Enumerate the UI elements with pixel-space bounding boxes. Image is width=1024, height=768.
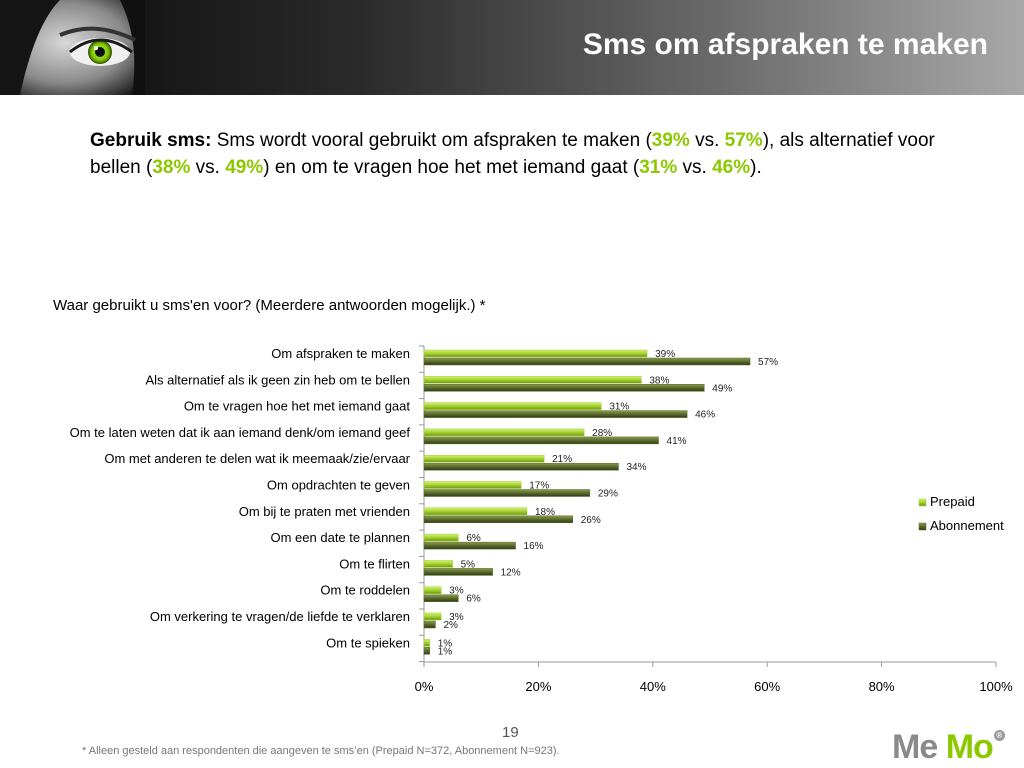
intro-text: vs. — [677, 157, 713, 178]
data-label: 3% — [449, 586, 464, 597]
bar-prepaid — [423, 349, 648, 358]
data-label: 17% — [529, 481, 549, 492]
bar-prepaid — [423, 560, 453, 568]
data-label: 26% — [581, 515, 601, 526]
footnote: * Alleen gesteld aan respondenten die aa… — [82, 745, 560, 757]
bar-abonnement — [423, 357, 751, 366]
data-label: 6% — [466, 533, 481, 544]
x-tick-label: 0% — [415, 679, 434, 694]
memo-logo: Me Mo ® — [892, 728, 1005, 767]
x-tick-label: 40% — [640, 679, 666, 694]
slide-number: 19 — [502, 724, 519, 741]
legend-swatch — [918, 498, 927, 507]
data-label: 49% — [712, 383, 732, 394]
bar-prepaid — [423, 376, 642, 384]
data-label: 57% — [758, 357, 778, 368]
bar-prepaid — [423, 428, 585, 437]
intro-highlight: 49% — [225, 157, 264, 178]
category-label: Om opdrachten te geven — [267, 478, 410, 493]
intro-text: Sms wordt vooral gebruikt om afspraken t… — [211, 130, 652, 151]
logo-me: Me — [892, 728, 938, 766]
intro-highlight: 39% — [651, 130, 690, 151]
data-label: 31% — [609, 402, 629, 413]
intro-paragraph: Gebruik sms: Sms wordt vooral gebruikt o… — [90, 127, 970, 181]
logo-mo: Mo — [945, 728, 994, 766]
bar-abonnement — [423, 462, 619, 471]
bar-prepaid — [423, 402, 602, 410]
legend-label: Abonnement — [930, 518, 1004, 533]
intro-text: vs. — [190, 157, 226, 178]
data-label: 46% — [695, 410, 715, 421]
bar-abonnement — [423, 515, 573, 524]
data-label: 39% — [655, 349, 675, 360]
category-label: Als alternatief als ik geen zin heb om t… — [146, 372, 411, 387]
bar-prepaid — [423, 639, 430, 647]
category-label: Om te roddelen — [320, 583, 410, 598]
bar-abonnement — [423, 436, 659, 445]
intro-highlight: 46% — [712, 157, 751, 178]
intro-lead: Gebruik sms: — [90, 130, 212, 151]
category-label: Om te flirten — [339, 556, 410, 571]
category-label: Om te laten weten dat ik aan iemand denk… — [70, 425, 411, 440]
data-label: 1% — [438, 638, 453, 649]
data-label: 21% — [552, 454, 572, 465]
header-banner: Sms om afspraken te maken — [0, 0, 1024, 95]
data-label: 12% — [501, 567, 521, 578]
x-tick-label: 20% — [525, 679, 551, 694]
category-label: Om een date te plannen — [271, 530, 411, 545]
data-label: 5% — [461, 559, 476, 570]
data-label: 16% — [524, 541, 544, 552]
bar-abonnement — [423, 568, 493, 576]
category-label: Om met anderen te delen wat ik meemaak/z… — [104, 451, 410, 466]
data-label: 28% — [592, 428, 612, 439]
data-label: 41% — [667, 436, 687, 447]
bar-prepaid — [423, 612, 442, 621]
category-label: Om bij te praten met vrienden — [239, 504, 410, 519]
intro-text: ), als alternatief voor bellen ( — [90, 130, 935, 178]
bar-abonnement — [423, 620, 436, 629]
intro-text: ). — [750, 157, 762, 178]
bar-abonnement — [423, 384, 705, 392]
bar-abonnement — [423, 489, 591, 497]
data-label: 18% — [535, 507, 555, 518]
bar-abonnement — [423, 410, 688, 418]
data-label: 34% — [626, 462, 646, 473]
category-label: Om te spieken — [326, 635, 410, 650]
intro-text: ) en om te vragen hoe het met iemand gaa… — [263, 157, 640, 178]
intro-highlight: 38% — [152, 157, 191, 178]
data-label: 6% — [466, 594, 481, 605]
data-label: 29% — [598, 489, 618, 500]
registered-icon: ® — [993, 730, 1005, 741]
legend-label: Prepaid — [930, 494, 975, 509]
bar-abonnement — [423, 541, 516, 550]
data-label: 3% — [449, 612, 464, 623]
data-label: 2% — [443, 620, 458, 631]
bar-abonnement — [423, 594, 459, 602]
legend-swatch — [918, 522, 927, 531]
intro-highlight: 57% — [724, 130, 763, 151]
category-label: Om verkering te vragen/de liefde te verk… — [150, 609, 410, 624]
intro-highlight: 31% — [639, 157, 678, 178]
bar-abonnement — [423, 647, 430, 655]
bar-chart: 0% 20% 40% 60% 80% 100% Om afspraken te maken 3… — [70, 345, 1013, 694]
data-label: 1% — [438, 646, 453, 657]
chart-title: Waar gebruikt u sms'en voor? (Meerdere a… — [53, 297, 486, 314]
x-tick-label: 100% — [979, 679, 1013, 694]
x-tick-label: 80% — [869, 679, 895, 694]
x-tick-label: 60% — [754, 679, 780, 694]
category-label: Om te vragen hoe het met iemand gaat — [184, 399, 411, 414]
category-label: Om afspraken te maken — [271, 346, 410, 361]
bar-prepaid — [423, 481, 522, 489]
bar-prepaid — [423, 586, 442, 594]
intro-text: vs. — [689, 130, 725, 151]
bar-prepaid — [423, 454, 545, 463]
data-label: 38% — [649, 375, 669, 386]
slide-title: Sms om afspraken te maken — [582, 28, 988, 61]
bar-prepaid — [423, 533, 459, 542]
eye-photo-icon — [0, 0, 145, 95]
bar-prepaid — [423, 507, 528, 516]
